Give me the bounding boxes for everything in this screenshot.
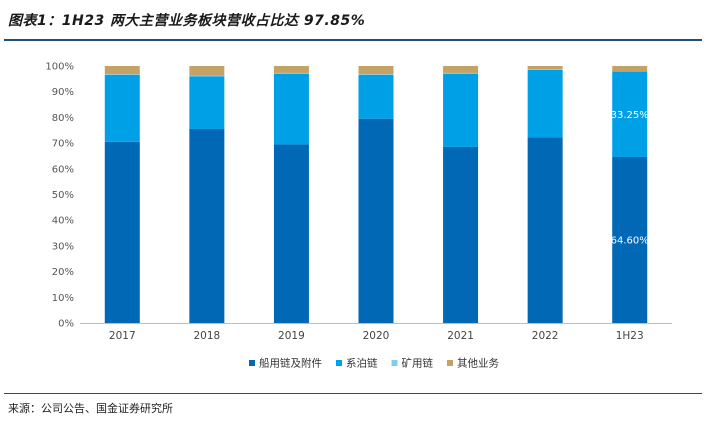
footer-divider [4, 393, 702, 394]
legend-label-0: 船用链及附件 [259, 357, 322, 370]
y-tick-label-0: 0% [58, 319, 74, 330]
legend-label-2: 矿用链 [402, 357, 434, 370]
y-tick-label-9: 90% [52, 87, 74, 98]
bar-2022-series-0 [527, 137, 563, 323]
bar-2020-series-2 [358, 74, 394, 75]
y-tick-label-8: 80% [52, 113, 74, 124]
bar-1h23-series-1 [612, 71, 648, 157]
bar-2019-series-3 [273, 66, 309, 73]
bar-2020-series-1 [358, 74, 394, 119]
y-tick-label-10: 100% [45, 62, 74, 73]
bars [104, 66, 648, 323]
bar-2018-series-3 [189, 66, 225, 76]
bar-2021-series-2 [443, 72, 479, 74]
legend-swatch-3 [447, 360, 453, 366]
y-tick-label-4: 40% [52, 216, 74, 227]
legend: 船用链及附件 系泊链 矿用链 其他业务 [249, 357, 499, 370]
bar-2022-series-2 [527, 69, 563, 70]
bar-2018-series-1 [189, 76, 225, 129]
legend-label-3: 其他业务 [457, 357, 499, 370]
bar-2018-series-2 [189, 75, 225, 77]
y-tick-label-7: 70% [52, 139, 74, 150]
title-divider [4, 39, 702, 41]
legend-swatch-1 [336, 360, 342, 366]
legend-swatch-0 [249, 360, 255, 366]
bar-2019-series-0 [273, 144, 309, 323]
chart-title: 图表1：1H23 两大主营业务板块营收占比达 97.85% [8, 13, 366, 29]
bar-2021-series-1 [443, 73, 479, 147]
x-tick-label-2018: 2018 [193, 330, 220, 342]
bar-2020-series-3 [358, 66, 394, 75]
y-tick-label-3: 30% [52, 241, 74, 252]
y-tick-label-5: 50% [52, 190, 74, 201]
bar-2021-series-3 [443, 66, 479, 73]
legend-label-1: 系泊链 [346, 357, 378, 370]
y-axis: 0% 10% 20% 30% 40% 50% 60% 70% 80% 90% 100% [45, 62, 74, 330]
y-tick-label-6: 60% [52, 164, 74, 175]
bar-2017-series-0 [104, 141, 140, 323]
bar-2021-series-0 [443, 146, 479, 323]
bar-2017-series-2 [104, 74, 140, 75]
x-tick-label-2022: 2022 [532, 330, 559, 342]
x-tick-label-2019: 2019 [278, 330, 305, 342]
bar-2022-series-3 [527, 66, 563, 70]
x-tick-label-2017: 2017 [109, 330, 136, 342]
data-label-1: 64.60% [611, 235, 649, 246]
bar-2020-series-0 [358, 118, 394, 323]
legend-swatch-2 [391, 360, 398, 366]
bar-1h23-series-3 [612, 66, 648, 72]
y-tick-label-1: 10% [52, 293, 74, 304]
x-tick-label-2020: 2020 [363, 330, 390, 342]
x-axis: 2017 2018 2019 2020 2021 2022 1H23 [80, 323, 672, 342]
bar-2019-series-2 [273, 72, 309, 74]
bar-2019-series-1 [273, 73, 309, 145]
bar-1h23-series-0 [612, 156, 648, 323]
data-label-0: 33.25% [611, 110, 649, 121]
bar-2022-series-1 [527, 69, 563, 138]
y-tick-label-2: 20% [52, 267, 74, 278]
x-tick-label-2021: 2021 [447, 330, 474, 342]
bar-2017-series-1 [104, 74, 140, 142]
x-tick-label-1h23: 1H23 [616, 330, 644, 342]
bar-2018-series-0 [189, 128, 225, 323]
source-note: 来源：公司公告、国金证券研究所 [8, 402, 173, 415]
bar-2017-series-3 [104, 66, 140, 75]
data-labels: 33.25% 64.60% [611, 110, 649, 247]
